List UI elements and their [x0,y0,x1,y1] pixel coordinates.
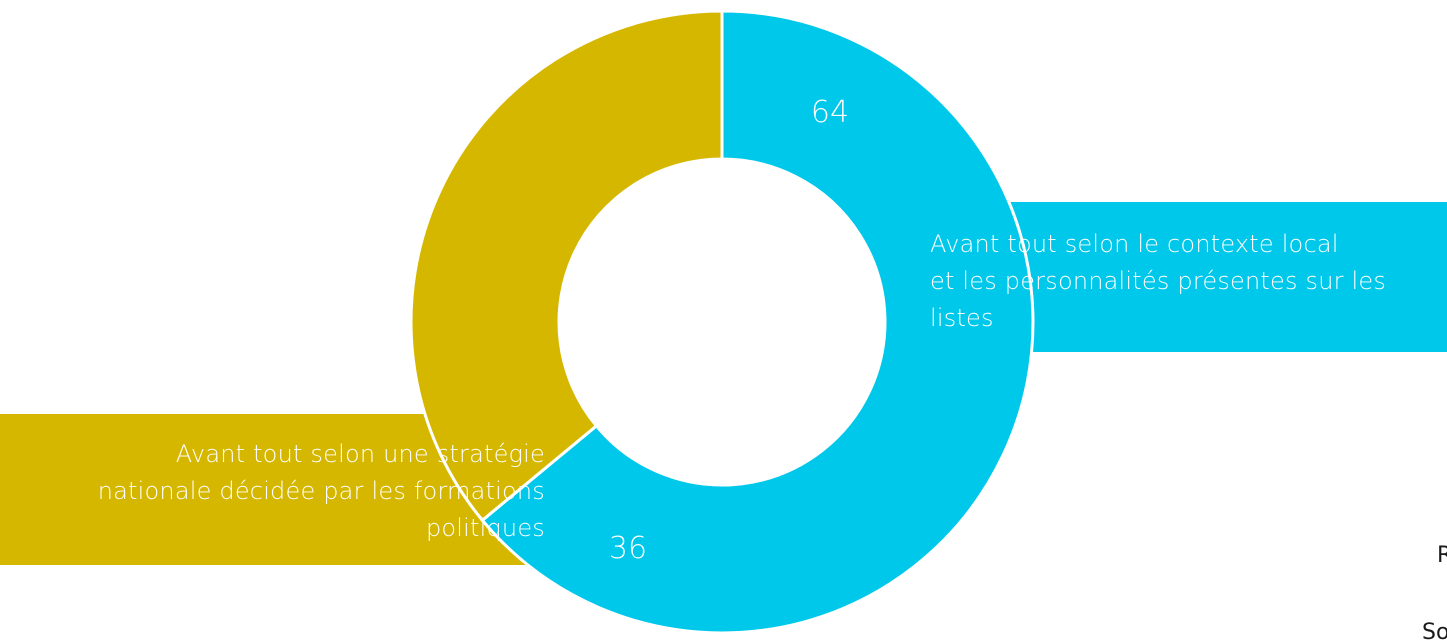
slice-value-label-2: 36 [609,531,647,566]
slice-label-line: et les personnalités présentes sur les [930,267,1386,295]
slice-label-line: listes [930,304,994,332]
slice-label-line: Avant tout selon une stratégie [176,440,545,468]
donut-slice-2 [409,9,724,523]
slice-label-2: Avant tout selon une stratégie nationale … [98,440,545,542]
text-layer: Avant tout selon le contexte local et les… [98,95,1386,566]
slice-label-line: politiques [426,514,545,542]
slice-label-line: nationale décidée par les formations [98,477,545,505]
slice-label-line: Avant tout selon le contexte local [930,230,1339,258]
cropped-edge-text-so: So [1422,620,1447,641]
cropped-edge-text-r: R [1437,543,1447,568]
slice-label-1: Avant tout selon le contexte local et les… [930,230,1386,332]
donut-slice-1 [480,9,1035,635]
slices-layer [409,9,1035,635]
slice-value-label-1: 64 [811,95,849,130]
